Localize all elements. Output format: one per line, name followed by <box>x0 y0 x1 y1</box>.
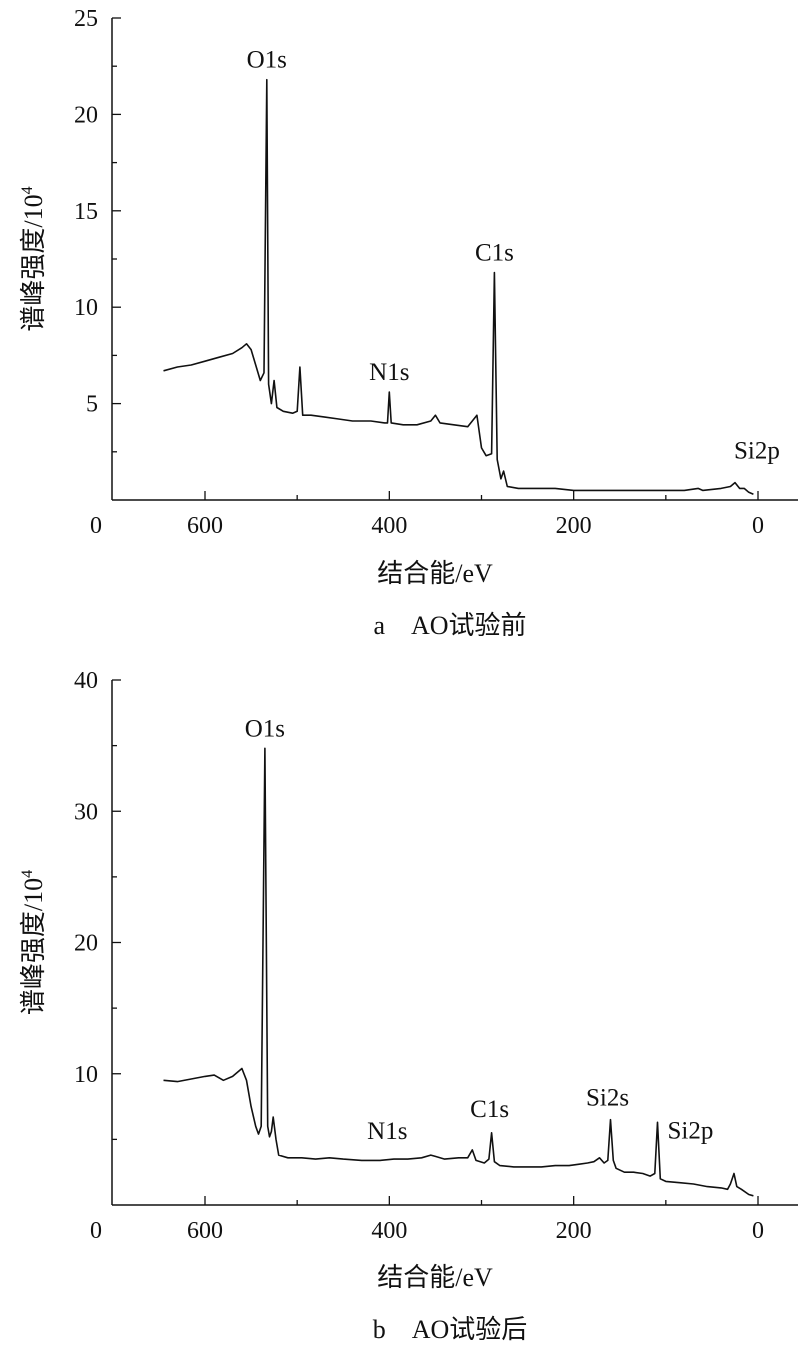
peak-label-c1s: C1s <box>470 1096 509 1123</box>
spectrum-line <box>163 747 754 1197</box>
peak-label-si2p: Si2p <box>734 438 780 465</box>
x-tick-label: 600 <box>187 513 223 539</box>
peak-label-o1s: O1s <box>245 715 285 742</box>
y-tick-label: 10 <box>74 1062 98 1088</box>
peak-label-si2s: Si2s <box>586 1085 629 1112</box>
panel-caption: a AO试验前 <box>373 611 526 640</box>
x-tick-label: 200 <box>556 513 592 539</box>
y-axis-title-text: 谱峰强度/10 <box>19 878 48 1015</box>
peak-label-n1s: N1s <box>367 1118 407 1145</box>
y-axis-title: 谱峰强度/104 <box>19 870 48 1015</box>
peak-label-n1s: N1s <box>369 359 409 386</box>
x-tick-label: 600 <box>187 1218 223 1244</box>
y-axis-title-sup: 4 <box>19 870 36 878</box>
x-tick-label: 0 <box>752 513 764 539</box>
origin-label: 0 <box>90 513 102 539</box>
y-tick-label: 10 <box>74 295 98 321</box>
chart-a: 5 10 15 20 25 0 600 400 200 0 O1s C1s N1s Si2p 结合能/eV 谱… <box>19 6 798 640</box>
y-tick-label: 25 <box>74 6 98 32</box>
x-tick-label: 200 <box>556 1218 592 1244</box>
y-tick-label: 20 <box>74 102 98 128</box>
y-tick-label: 30 <box>74 799 98 825</box>
x-tick-label: 0 <box>752 1218 764 1244</box>
origin-label: 0 <box>90 1218 102 1244</box>
y-axis-title-sup: 4 <box>19 186 36 194</box>
y-axis-title: 谱峰强度/104 <box>19 186 48 331</box>
y-axis-title-text: 谱峰强度/10 <box>19 194 48 331</box>
spectrum-line <box>163 78 754 495</box>
y-tick-label: 5 <box>86 392 98 418</box>
peak-label-o1s: O1s <box>247 47 287 74</box>
x-axis-title: 结合能/eV <box>377 1263 493 1292</box>
peak-label-si2p: Si2p <box>668 1117 714 1144</box>
y-tick-label: 40 <box>74 668 98 694</box>
y-tick-label: 15 <box>74 199 98 225</box>
x-tick-label: 400 <box>371 513 407 539</box>
y-tick-label: 20 <box>74 931 98 957</box>
x-tick-label: 400 <box>371 1218 407 1244</box>
x-axis-title: 结合能/eV <box>377 559 493 588</box>
panel-caption: b AO试验后 <box>373 1315 528 1344</box>
peak-label-c1s: C1s <box>475 239 514 266</box>
